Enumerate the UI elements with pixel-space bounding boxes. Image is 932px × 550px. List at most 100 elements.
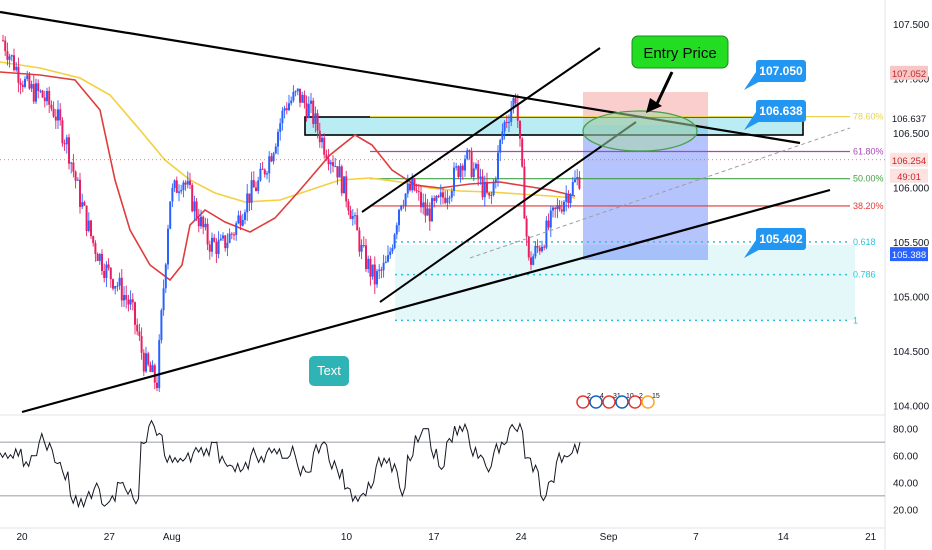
price-axis-tag-label: 106.637 [892,114,926,125]
price-axis-tag-label: 49:01 [897,172,921,183]
candle-body [301,94,304,103]
candle-body [237,215,240,224]
event-badge [589,395,603,409]
candle-body [547,220,550,228]
candle-body [164,264,167,289]
channel-lower-line [379,121,637,303]
candle-body [499,139,502,153]
candle-body [347,201,350,211]
candle-body [195,201,198,218]
candle-body [349,210,352,219]
candle-body [65,137,68,145]
candle-body [345,176,348,202]
candle-body [444,197,447,203]
candle-body [259,168,262,181]
candle-body [534,245,537,257]
candle-body [15,66,18,71]
candle-body [325,154,328,159]
candle-body [134,302,136,325]
candle-body [149,364,152,372]
candle-body [508,121,510,123]
candle-body [39,90,42,92]
candle-body [37,83,40,91]
price-axis-tag [890,168,928,183]
candle-body [219,238,222,241]
candle-body [461,165,464,171]
candle-body [340,166,343,194]
candle-body [296,88,299,92]
candle-body [437,195,440,197]
candle-body [442,192,444,198]
candle-body [567,194,570,204]
candle-body [514,98,517,104]
candle-body [334,166,337,168]
candle-body [230,233,233,235]
candle-body [464,158,466,171]
candle-body [129,299,132,305]
y-tick-label: 104.000 [893,401,930,412]
price-axis-tag [890,111,928,126]
candle-body [318,130,321,143]
candle-body [233,234,235,236]
candle-body [356,215,359,231]
candle-body [208,244,211,252]
candle-body [492,182,495,195]
candle-body [439,192,442,197]
x-tick-label: 7 [693,532,699,543]
candle-body [147,353,150,365]
candle-body [26,75,29,80]
projection-dashed-line [469,127,851,259]
candle-body [395,225,398,235]
candle-body [400,205,403,210]
candle-body [255,187,257,191]
candle-body [279,123,282,132]
candle-body [393,234,396,248]
candle-body [74,171,77,181]
candle-body [417,191,420,193]
x-tick-label: 10 [341,532,353,543]
candle-body [24,79,26,87]
candle-body [241,219,244,226]
candle-body [2,40,4,42]
candle-body [560,209,563,212]
candle-body [274,146,277,154]
event-badge-label: 2 [587,393,591,400]
candle-body [98,253,101,261]
candle-body [94,243,97,254]
candle-body [389,251,392,256]
fib-level-label: 50.00% [853,174,884,184]
price-axis-tag-label: 106.254 [892,156,926,167]
candle-body [167,228,169,265]
candle-body [116,285,119,287]
candle-body [552,207,554,211]
candle-body [217,240,220,255]
candle-body [453,167,455,192]
candle-body [114,286,117,289]
x-tick-label: 27 [104,532,116,543]
y-tick-label: 104.500 [893,347,930,358]
x-tick-label: 20 [16,532,28,543]
candle-body [470,151,473,177]
candle-body [61,120,64,144]
candle-body [369,258,372,277]
candle-body [351,216,354,219]
candle-body [503,121,506,132]
candle-body [17,66,20,83]
candle-body [404,193,407,206]
x-tick-label: 14 [778,532,790,543]
rsi-tick-label: 60.00 [893,452,918,463]
candle-body [541,246,543,252]
candle-body [109,267,112,280]
moving-average-red [0,71,576,282]
price-axis-tag-label: 105.388 [892,250,926,261]
candle-body [501,131,504,140]
x-tick-label: 21 [865,532,877,543]
candle-body [142,352,145,372]
candle-body [380,269,383,271]
price-axis-tag [890,152,928,167]
rsi-tick-label: 80.00 [893,425,918,436]
candle-body [314,113,317,124]
candle-body [312,100,315,124]
candle-body [367,258,370,270]
